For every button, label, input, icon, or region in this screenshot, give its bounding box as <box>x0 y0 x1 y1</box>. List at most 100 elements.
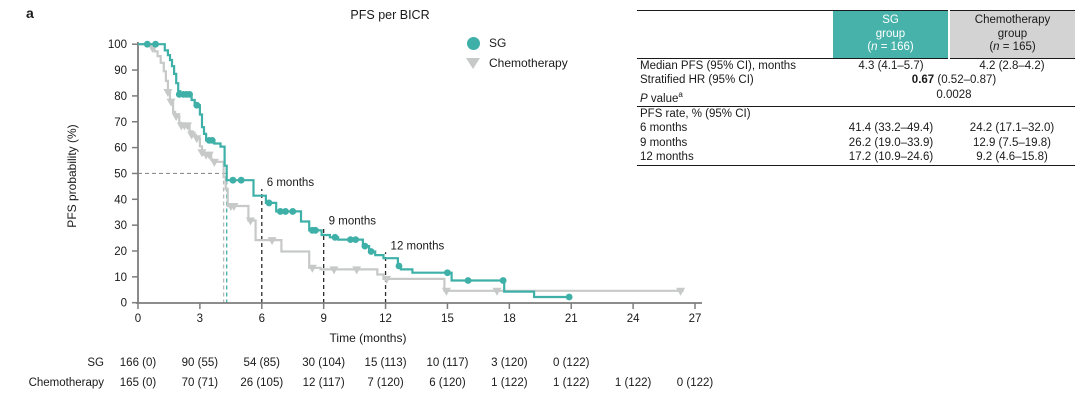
y-tick-label: 90 <box>114 65 127 77</box>
censor-mark-circle <box>367 248 375 255</box>
legend-item-sg: SG <box>466 33 568 53</box>
risk-count: 0 (122) <box>676 377 714 389</box>
rate-6m-label: 6 months <box>640 122 688 135</box>
censor-mark-triangle <box>492 287 502 296</box>
rate-9m-sg-value: 26.2 (19.0–33.9) <box>848 136 934 149</box>
sg-header-line2: group <box>875 27 906 40</box>
y-tick-label: 50 <box>114 168 127 180</box>
censor-mark-circle <box>265 199 273 207</box>
censor-mark-circle <box>289 208 297 215</box>
censor-mark-circle <box>208 136 216 144</box>
risk-count: 3 (120) <box>491 357 528 369</box>
censor-mark-circle <box>444 269 451 277</box>
risk-row-label: SG <box>87 357 104 369</box>
censor-mark-triangle <box>267 237 277 246</box>
chemo-header-n: (n = 165) <box>989 41 1036 53</box>
risk-count: 70 (71) <box>181 377 219 389</box>
panel-letter: a <box>26 5 34 21</box>
y-tick-label: 80 <box>114 91 127 103</box>
risk-count: 90 (55) <box>181 357 219 369</box>
censor-mark-triangle <box>676 287 686 296</box>
km-curve-sg <box>138 43 571 299</box>
censor-mark-triangle <box>209 158 219 167</box>
x-axis-label: Time (months) <box>329 331 407 345</box>
x-tick-label: 18 <box>503 313 516 325</box>
censor-mark-triangle <box>183 122 193 131</box>
censor-mark-circle <box>193 101 201 109</box>
censor-mark-circle <box>464 277 472 284</box>
risk-count: 1 (122) <box>614 377 652 389</box>
censor-mark-triangle <box>352 266 362 275</box>
legend-circle-icon <box>466 36 480 50</box>
legend-triangle-icon <box>466 57 480 69</box>
pfs-rate-chemo-spacer <box>949 105 1075 122</box>
stats-header-chemo-group: Chemotherapy group (n = 165) <box>948 10 1075 59</box>
median-pfs-chemo-value: 4.2 (2.8–4.2) <box>979 59 1045 72</box>
censor-mark-circle <box>229 176 237 184</box>
legend-swatch <box>466 36 480 50</box>
censor-mark-circle <box>237 176 245 184</box>
censor-mark-triangle <box>329 266 339 275</box>
pvalue-value: 0.0028 <box>936 88 972 101</box>
risk-row-chemotherapy: Chemotherapy 165 (0) 70 (71) 26 (105) 12 (11… <box>0 377 740 393</box>
rate-6m-sg-value: 41.4 (33.2–49.4) <box>848 122 934 135</box>
median-pfs-label: Median PFS (95% CI), months <box>640 59 796 72</box>
censor-mark-circle <box>276 208 284 215</box>
x-tick-label: 24 <box>627 313 640 325</box>
stats-row-rate-header: PFS rate, % (95% CI) <box>637 105 1075 122</box>
rate-9m-chemo-value: 12.9 (7.5–19.8) <box>972 136 1051 149</box>
rate-9m-label: 9 months <box>640 136 688 149</box>
legend-item-chemotherapy: Chemotherapy <box>466 53 568 73</box>
censor-mark-circle <box>143 40 151 48</box>
censor-mark-circle <box>312 226 319 234</box>
risk-count: 1 (122) <box>491 377 528 389</box>
risk-count: 26 (105) <box>240 377 284 389</box>
rate-12m-sg-value: 17.2 (10.9–24.6) <box>833 150 949 166</box>
timepoint-label: 12 months <box>391 240 445 252</box>
risk-count: 12 (117) <box>302 377 345 389</box>
legend-swatch <box>466 57 480 69</box>
chart-title: PFS per BICR <box>350 8 430 22</box>
stratified-hr-label: Stratified HR (95% CI) <box>640 74 754 86</box>
risk-count: 0 (122) <box>553 357 590 369</box>
stats-row-hr: Stratified HR (95% CI) 0.67 (0.52–0.87) <box>637 73 1075 88</box>
risk-count: 10 (117) <box>426 357 469 369</box>
risk-count: 7 (120) <box>367 377 404 389</box>
y-tick-label: 30 <box>114 220 127 232</box>
rate-6m-chemo-value: 24.2 (17.1–32.0) <box>969 122 1055 135</box>
sg-header-n: (n = 166) <box>867 41 914 53</box>
chemo-header-line1: Chemotherapy <box>974 14 1051 26</box>
x-tick-label: 27 <box>689 313 702 325</box>
censor-mark-circle <box>395 262 403 270</box>
stats-row-9months: 9 months 26.2 (19.0–33.9) 12.9 (7.5–19.8… <box>637 136 1075 151</box>
censor-mark-triangle <box>192 135 202 144</box>
timepoint-label: 6 months <box>267 177 315 189</box>
censor-mark-triangle <box>382 275 392 284</box>
stratified-hr-value: 0.67 (0.52–0.87) <box>911 74 997 86</box>
risk-count: 15 (113) <box>364 357 407 369</box>
rate-12m-label: 12 months <box>637 150 833 166</box>
pfs-rate-label: PFS rate, % (95% CI) <box>637 105 833 122</box>
censor-mark-triangle <box>197 149 207 158</box>
y-tick-label: 100 <box>108 39 127 51</box>
y-tick-label: 20 <box>114 246 127 258</box>
risk-count: 30 (104) <box>302 357 346 369</box>
stats-row-median: Median PFS (95% CI), months 4.3 (4.1–5.7… <box>637 58 1075 73</box>
censor-mark-circle <box>347 236 354 244</box>
median-pfs-sg-value: 4.3 (4.1–5.7) <box>858 59 924 72</box>
censor-mark-triangle <box>187 131 197 140</box>
censor-mark-circle <box>361 242 369 250</box>
censor-mark-triangle <box>204 151 214 160</box>
risk-count: 6 (120) <box>429 377 466 389</box>
censor-mark-triangle <box>245 217 255 226</box>
censor-mark-circle <box>152 40 159 48</box>
risk-count: 166 (0) <box>119 357 157 369</box>
pfs-rate-sg-spacer <box>833 105 949 122</box>
risk-count: 1 (122) <box>553 377 590 389</box>
x-tick-label: 0 <box>135 313 141 325</box>
censor-mark-triangle <box>229 203 239 212</box>
risk-count: 165 (0) <box>119 377 157 389</box>
risk-row-label: Chemotherapy <box>28 377 104 389</box>
